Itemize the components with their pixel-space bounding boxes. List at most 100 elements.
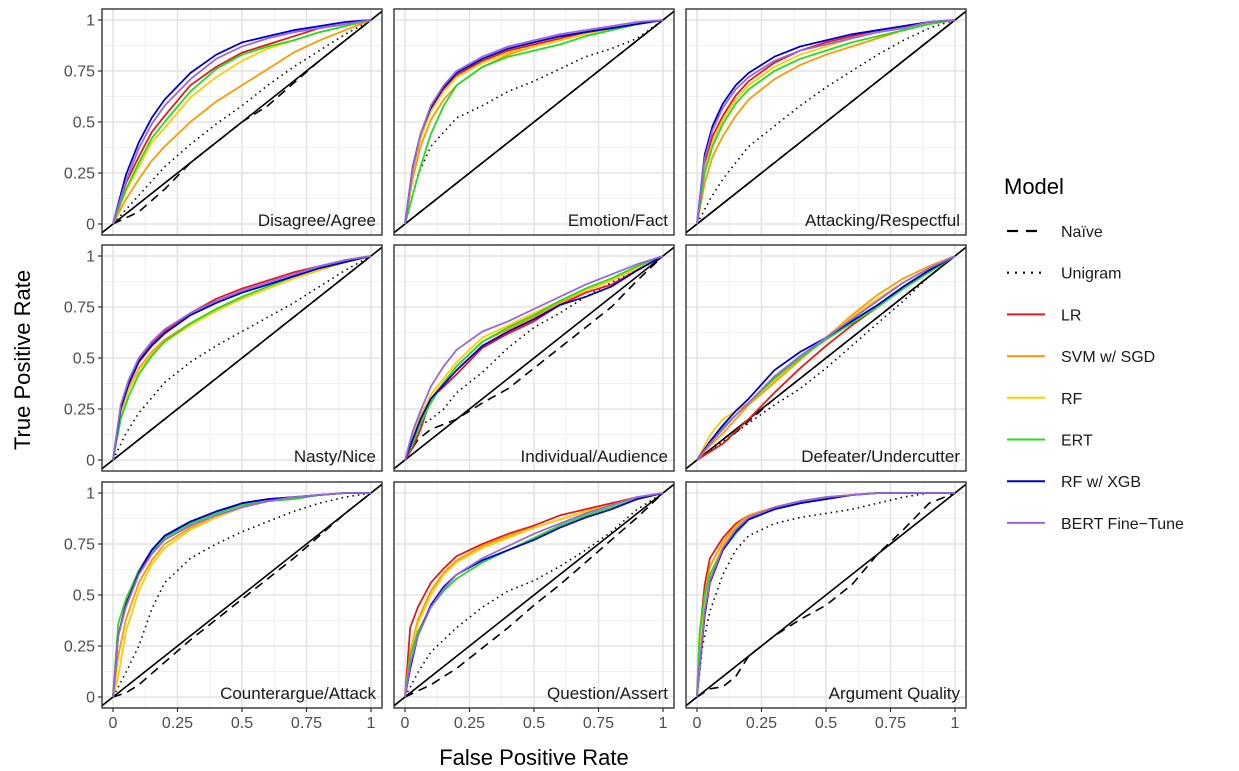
y-tick-label: 0.5 xyxy=(73,588,95,605)
series-line-ert xyxy=(404,255,664,461)
series-line-svm-w-sgd xyxy=(112,19,372,225)
y-tick-label: 0.75 xyxy=(64,300,95,317)
panel-plot-area xyxy=(686,10,966,234)
y-tick-label: 0 xyxy=(86,453,95,470)
legend-label: RF w/ XGB xyxy=(1061,474,1141,491)
series-line-ert xyxy=(112,19,372,225)
legend-label: BERT Fine−Tune xyxy=(1061,516,1184,533)
legend-item-bert-fine-tune: BERT Fine−Tune xyxy=(1007,516,1184,533)
y-tick-label: 1 xyxy=(86,486,95,503)
y-tick-label: 0.5 xyxy=(73,115,95,132)
legend-label: Naïve xyxy=(1061,224,1103,241)
panel-label: Emotion/Fact xyxy=(568,211,668,230)
series-line-na-ve xyxy=(696,255,956,461)
series-line-bert-fine-tune xyxy=(404,492,664,698)
panel-plot-area xyxy=(102,246,382,470)
series-line-na-ve xyxy=(404,255,664,461)
series-line-rf-w-xgb xyxy=(112,255,372,461)
x-tick-label: 1 xyxy=(951,715,960,732)
panel-plot-area xyxy=(102,10,382,234)
legend-label: LR xyxy=(1061,307,1081,324)
legend-item-na-ve: Naïve xyxy=(1007,224,1103,241)
series-line-ert xyxy=(696,255,956,461)
diagonal-reference-line xyxy=(102,483,382,707)
panel-label: Attacking/Respectful xyxy=(805,211,960,230)
series-line-unigram xyxy=(112,255,372,461)
series-line-ert xyxy=(404,19,664,225)
series-line-rf-w-xgb xyxy=(404,255,664,461)
panel-disagree-agree: Disagree/Agree xyxy=(101,8,383,236)
y-tick-label: 1 xyxy=(86,249,95,266)
panel-individual-audience: Individual/Audience xyxy=(393,244,675,472)
panel-label: Question/Assert xyxy=(547,684,668,703)
y-tick-label: 0.5 xyxy=(73,351,95,368)
series-line-lr xyxy=(404,492,664,698)
series-line-unigram xyxy=(112,19,372,225)
series-line-rf xyxy=(404,255,664,461)
legend-title: Model xyxy=(1004,174,1064,199)
series-line-na-ve xyxy=(404,19,664,225)
diagonal-reference-line xyxy=(394,483,674,707)
series-line-na-ve xyxy=(696,492,956,698)
panel-border xyxy=(393,8,675,236)
x-axis-ticks: 0 0.25 0.5 0.75 1 0 0.25 0.5 0.75 1 0 0.25 0.5 0.75 1 xyxy=(109,708,960,732)
x-tick-label: 1 xyxy=(659,715,668,732)
legend: Model Naïve Unigram LR SVM w/ SGD RF ERT RF w/… xyxy=(1004,174,1184,533)
diagonal-reference-line xyxy=(686,246,966,470)
x-tick-label: 0 xyxy=(693,715,702,732)
legend-item-lr: LR xyxy=(1007,307,1081,324)
series-line-lr xyxy=(404,255,664,461)
y-tick-label: 0.75 xyxy=(64,64,95,81)
series-line-bert-fine-tune xyxy=(112,492,371,698)
legend-label: SVM w/ SGD xyxy=(1061,349,1155,366)
y-tick-label: 0 xyxy=(86,217,95,234)
panel-defeater-undercutter: Defeater/Undercutter xyxy=(685,244,967,472)
y-tick-label: 1 xyxy=(86,13,95,30)
panel-attacking-respectful: Attacking/Respectful xyxy=(685,8,967,236)
panel-label: Counterargue/Attack xyxy=(220,684,376,703)
series-line-svm-w-sgd xyxy=(696,255,956,461)
panel-label: Nasty/Nice xyxy=(294,447,376,466)
y-tick-label: 0.25 xyxy=(64,166,95,183)
series-line-unigram xyxy=(404,255,664,461)
y-axis-ticks: 0 0.25 0.5 0.75 1 0 0.25 0.5 0.75 1 0 0.25 0.5 0.75 1 xyxy=(64,13,102,707)
x-tick-label: 0.25 xyxy=(162,715,193,732)
panel-border xyxy=(685,244,967,472)
x-tick-label: 1 xyxy=(367,715,376,732)
panel-emotion-fact: Emotion/Fact xyxy=(393,8,675,236)
series-line-bert-fine-tune xyxy=(112,19,372,225)
x-tick-label: 0.25 xyxy=(746,715,777,732)
legend-label: Unigram xyxy=(1061,266,1121,283)
y-tick-label: 0.25 xyxy=(64,639,95,656)
x-tick-label: 0.25 xyxy=(454,715,485,732)
panel-plot-area xyxy=(686,246,966,470)
panel-label: Argument Quality xyxy=(829,684,961,703)
series-line-rf xyxy=(112,255,372,461)
panel-label: Disagree/Agree xyxy=(258,211,376,230)
series-line-na-ve xyxy=(696,19,956,225)
diagonal-reference-line xyxy=(394,246,674,470)
legend-item-svm-w-sgd: SVM w/ SGD xyxy=(1007,349,1155,366)
x-tick-label: 0.75 xyxy=(291,715,322,732)
panel-grid: Disagree/Agree Emotion/Fact Attacking/Resp… xyxy=(101,8,967,709)
series-line-unigram xyxy=(404,492,664,698)
panel-label: Defeater/Undercutter xyxy=(801,447,960,466)
panel-question-assert: Question/Assert xyxy=(393,481,675,709)
y-tick-label: 0.25 xyxy=(64,402,95,419)
diagonal-reference-line xyxy=(686,483,966,707)
panel-label: Individual/Audience xyxy=(521,447,668,466)
panel-border xyxy=(685,8,967,236)
panel-argument-quality: Argument Quality xyxy=(685,481,967,709)
y-tick-label: 0.75 xyxy=(64,537,95,554)
series-line-na-ve xyxy=(112,19,372,225)
series-line-bert-fine-tune xyxy=(404,19,664,225)
x-tick-label: 0 xyxy=(401,715,410,732)
panel-nasty-nice: Nasty/Nice xyxy=(101,244,383,472)
legend-item-unigram: Unigram xyxy=(1007,266,1121,283)
series-line-unigram xyxy=(696,19,956,225)
x-tick-label: 0.75 xyxy=(875,715,906,732)
series-line-bert-fine-tune xyxy=(696,19,956,225)
series-line-bert-fine-tune xyxy=(404,255,664,461)
x-axis-title: False Positive Rate xyxy=(439,745,629,770)
